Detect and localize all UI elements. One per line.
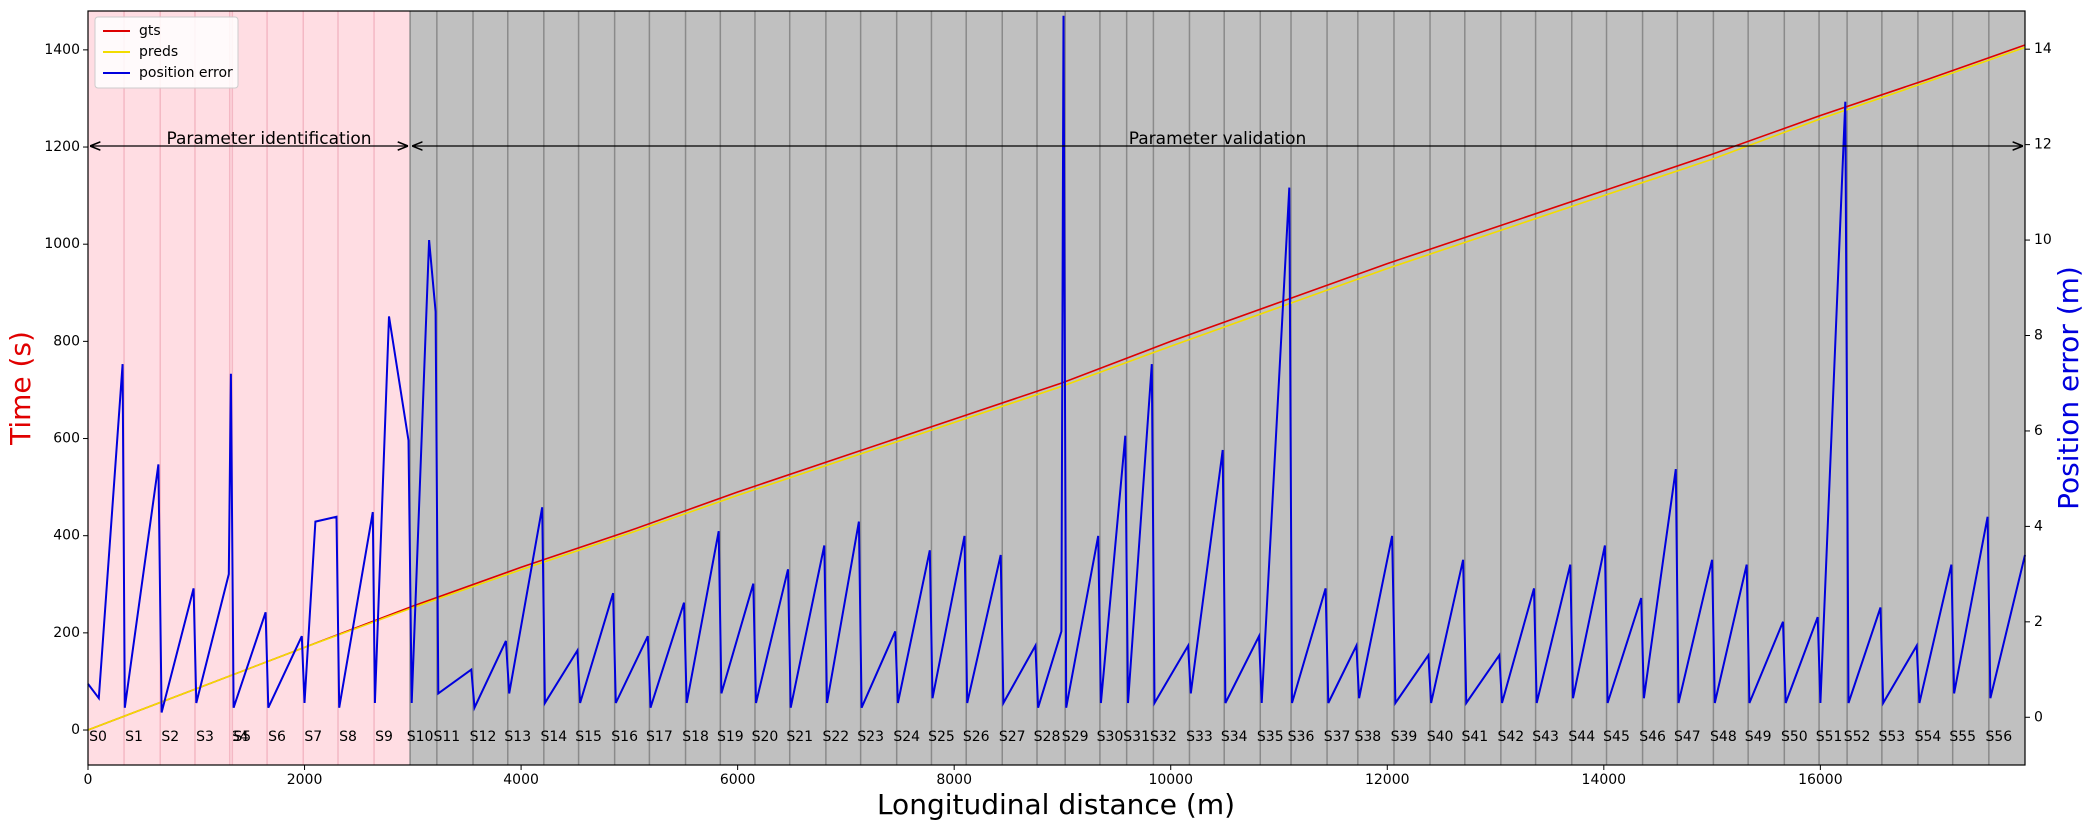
annotation-text: Parameter identification [167,129,372,149]
segment-label: S13 [504,729,531,745]
y-tick-label: 400 [53,528,80,544]
segment-label: S46 [1639,729,1666,745]
segment-label: S40 [1427,729,1454,745]
segment-label: S1 [125,729,143,745]
region [410,11,2025,765]
y2-tick-label: 14 [2034,41,2052,57]
segment-label: S24 [893,729,920,745]
segment-label: S45 [1603,729,1630,745]
segment-label: S33 [1186,729,1213,745]
segment-label: S10 [407,729,434,745]
y2-tick-label: 6 [2034,423,2043,439]
segment-label: S17 [646,729,673,745]
segment-label: S28 [1034,729,1061,745]
x-axis-label: Longitudinal distance (m) [877,788,1235,821]
segment-label: S26 [963,729,990,745]
legend-label: preds [139,44,178,60]
y2-tick-label: 4 [2034,518,2043,534]
segment-label: S37 [1324,729,1351,745]
segment-label: S31 [1123,729,1150,745]
segment-label: S53 [1879,729,1906,745]
legend-label: position error [139,65,233,81]
line-series [87,15,2026,713]
segment-label: S49 [1745,729,1772,745]
legend-label: gts [139,23,161,39]
annotation-text: Parameter validation [1129,129,1307,149]
segment-label: S50 [1781,729,1808,745]
segment-label: S20 [752,729,779,745]
x-tick-label: 4000 [503,772,539,788]
segment-label: S2 [161,729,179,745]
y2-tick-label: 12 [2034,137,2052,153]
segment-label: S39 [1391,729,1418,745]
segment-label: S30 [1097,729,1124,745]
segment-label: S56 [1985,729,2012,745]
y-tick-label: 0 [71,722,80,738]
segment-label: S42 [1497,729,1524,745]
segment-label: S23 [857,729,884,745]
segment-label: S55 [1949,729,1976,745]
segment-label: S4 [231,729,249,745]
segment-label: S21 [786,729,813,745]
segment-label: S6 [268,729,286,745]
segment-label: S48 [1710,729,1737,745]
segment-label: S0 [89,729,107,745]
segment-label: S14 [540,729,567,745]
segment-label: S38 [1354,729,1381,745]
segment-label: S47 [1674,729,1701,745]
y-tick-label: 800 [53,333,80,349]
segment-label: S11 [434,729,461,745]
x-tick-label: 0 [84,772,93,788]
segment-label: S27 [999,729,1026,745]
y2-tick-label: 0 [2034,709,2043,725]
segment-label: S44 [1568,729,1595,745]
y2-axis-label: Position error (m) [2052,266,2085,510]
segment-label: S18 [682,729,709,745]
legend-box [94,16,239,89]
segment-label: S32 [1150,729,1177,745]
segment-label: S52 [1844,729,1871,745]
segment-label: S35 [1257,729,1284,745]
segment-label: S54 [1915,729,1942,745]
segment-label: S15 [575,729,602,745]
y-tick-label: 200 [53,625,80,641]
y2-tick-label: 2 [2034,614,2043,630]
segment-label: S9 [375,729,393,745]
segment-label: S51 [1816,729,1843,745]
y2-tick-label: 10 [2034,232,2052,248]
segment-label: S5 [233,729,251,745]
segment-label: S29 [1062,729,1089,745]
region [88,11,411,765]
x-tick-label: 10000 [1148,772,1193,788]
x-tick-label: 16000 [1798,772,1843,788]
segment-label: S41 [1461,729,1488,745]
segment-label: S43 [1532,729,1559,745]
x-tick-label: 6000 [720,772,756,788]
segment-label: S36 [1288,729,1315,745]
segment-label: S8 [339,729,357,745]
y-tick-label: 600 [53,431,80,447]
segment-label: S7 [304,729,322,745]
y-tick-label: 1400 [44,42,80,58]
y2-tick-label: 8 [2034,328,2043,344]
segment-label: S3 [196,729,214,745]
y-tick-label: 1000 [44,236,80,252]
segment-label: S19 [717,729,744,745]
y-axis-label: Time (s) [4,331,37,446]
y-tick-label: 1200 [44,139,80,155]
segment-label: S34 [1221,729,1248,745]
segment-label: S16 [611,729,638,745]
plot-frame [87,10,2026,766]
x-tick-label: 8000 [936,772,972,788]
segment-label: S25 [928,729,955,745]
segment-label: S12 [470,729,497,745]
x-tick-label: 14000 [1582,772,1627,788]
x-tick-label: 12000 [1365,772,1410,788]
segment-label: S22 [823,729,850,745]
x-tick-label: 2000 [287,772,323,788]
